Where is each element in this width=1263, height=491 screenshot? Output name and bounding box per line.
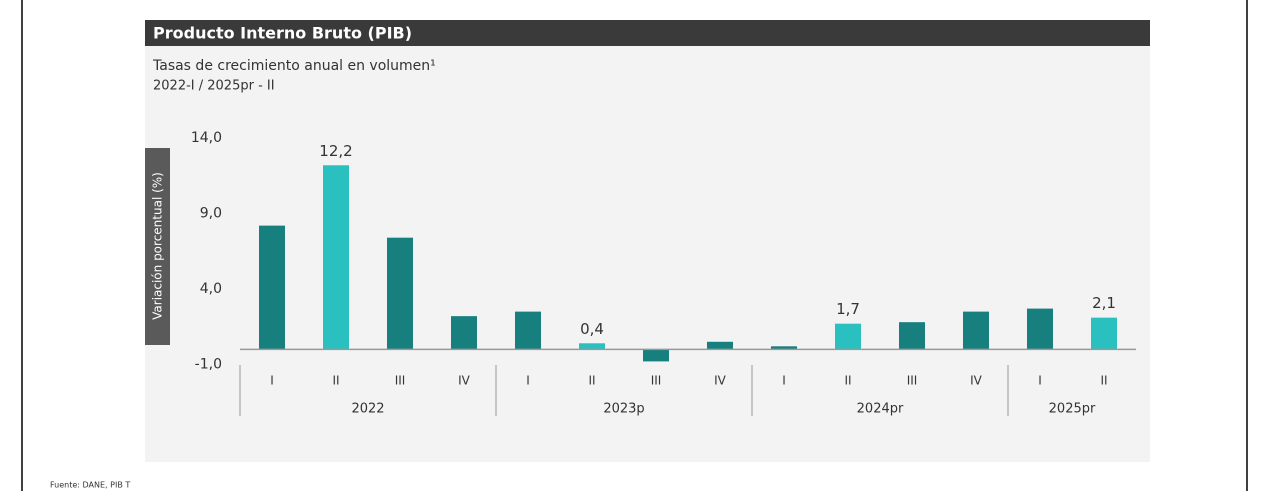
group-label: 2023p xyxy=(603,402,644,417)
bar xyxy=(259,225,285,350)
y-tick-label: -1,0 xyxy=(195,356,222,372)
x-tick-label: III xyxy=(651,374,662,388)
group-label: 2024pr xyxy=(857,402,904,417)
y-axis-label: Variación porcentual (%) xyxy=(151,172,165,320)
x-tick-label: II xyxy=(588,374,595,388)
x-tick-label: II xyxy=(332,374,339,388)
chart-subtitle: Tasas de crecimiento anual en volumen¹ xyxy=(152,58,436,74)
bar xyxy=(1027,308,1053,350)
x-tick-label: IV xyxy=(458,374,471,388)
chart-panel xyxy=(145,20,1150,462)
x-tick-label: III xyxy=(395,374,406,388)
group-label: 2022 xyxy=(351,402,384,417)
y-tick-label: 14,0 xyxy=(191,130,222,146)
value-label: 12,2 xyxy=(319,142,352,160)
x-tick-label: IV xyxy=(714,374,727,388)
chart-period: 2022-I / 2025pr - II xyxy=(153,79,275,94)
y-tick-label: 9,0 xyxy=(200,206,222,222)
y-label-box xyxy=(145,148,170,345)
bar xyxy=(1091,317,1117,350)
bar xyxy=(451,316,477,350)
bar xyxy=(707,341,733,350)
x-tick-label: IV xyxy=(970,374,983,388)
bar xyxy=(771,346,797,350)
x-tick-label: I xyxy=(1038,374,1042,388)
bar xyxy=(515,311,541,350)
bar xyxy=(643,349,669,362)
source-note: Fuente: DANE, PIB T xyxy=(50,481,130,490)
x-tick-label: II xyxy=(844,374,851,388)
x-tick-label: I xyxy=(526,374,530,388)
bar xyxy=(323,165,349,350)
x-tick-label: III xyxy=(907,374,918,388)
bar xyxy=(899,322,925,350)
bar xyxy=(387,237,413,350)
x-tick-label: I xyxy=(782,374,786,388)
group-label: 2025pr xyxy=(1049,402,1096,417)
chart-title: Producto Interno Bruto (PIB) xyxy=(153,24,412,43)
value-label: 2,1 xyxy=(1092,294,1116,312)
bar xyxy=(579,343,605,350)
bar xyxy=(963,311,989,350)
bar xyxy=(835,323,861,350)
x-tick-label: II xyxy=(1100,374,1107,388)
title-bar xyxy=(145,20,1150,46)
y-tick-label: 4,0 xyxy=(200,281,222,297)
value-label: 0,4 xyxy=(580,320,604,338)
value-label: 1,7 xyxy=(836,300,860,318)
x-tick-label: I xyxy=(270,374,274,388)
